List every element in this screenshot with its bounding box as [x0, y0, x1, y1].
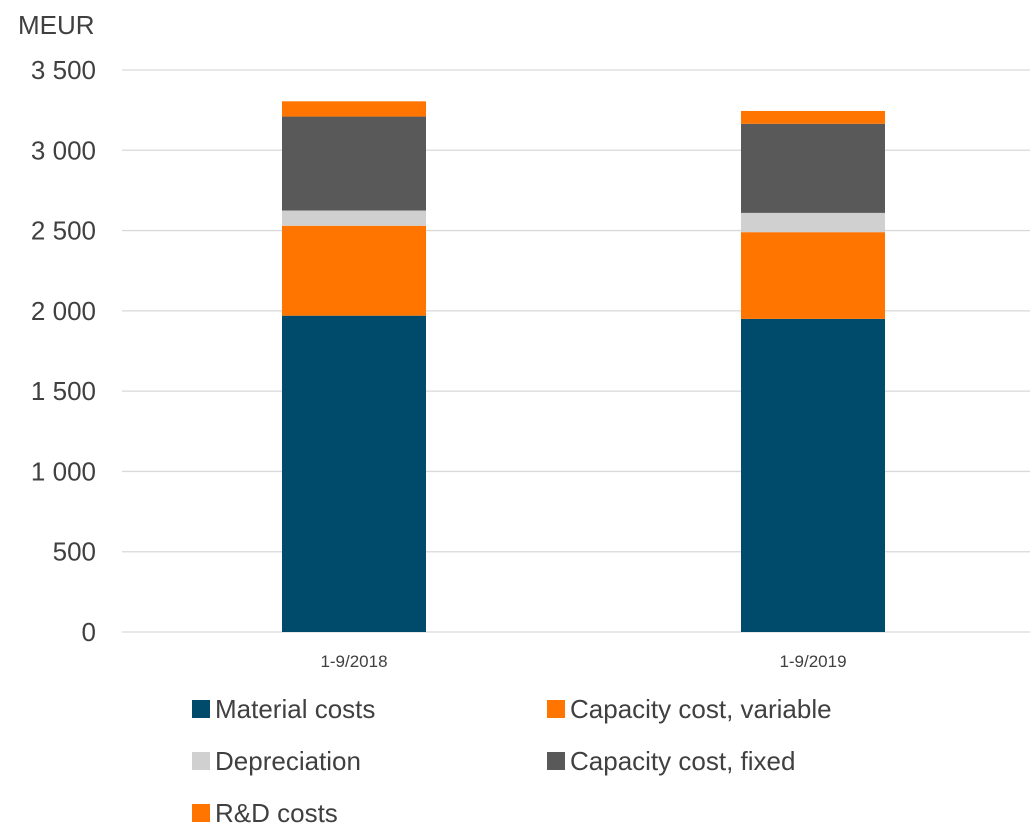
legend: Material costs Capacity cost, variable Dep…: [192, 694, 832, 828]
bar-segment-depreciation-2: [741, 212, 885, 233]
y-axis-ticks: 0 500 1 000 1 500 2 000 2 500 3 000 3 500: [31, 55, 96, 647]
y-tick-label: 1 500: [31, 376, 96, 406]
legend-swatch: [547, 700, 565, 718]
bar-segment-capacity-cost-variable-2: [741, 232, 885, 319]
bar-segment-capacity-cost-fixed-1: [282, 116, 426, 211]
bar-segment-capacity-cost-variable-1: [282, 225, 426, 316]
legend-label: Material costs: [215, 694, 375, 724]
bar-segment-depreciation-1: [282, 210, 426, 226]
y-tick-label: 1 000: [31, 456, 96, 486]
bar-segment-material-costs-1: [282, 315, 426, 632]
y-tick-label: 500: [53, 537, 96, 567]
legend-label: Depreciation: [215, 746, 361, 776]
legend-swatch: [547, 752, 565, 770]
legend-swatch: [192, 752, 210, 770]
x-tick-label: 1-9/2018: [320, 652, 387, 671]
y-tick-label: 0: [82, 617, 96, 647]
legend-swatch: [192, 700, 210, 718]
legend-swatch: [192, 804, 210, 822]
y-tick-label: 3 000: [31, 135, 96, 165]
bar-segment-r-d-costs-2: [741, 110, 885, 124]
bars: [282, 101, 885, 632]
x-tick-label: 1-9/2019: [779, 652, 846, 671]
y-tick-label: 2 000: [31, 296, 96, 326]
y-tick-label: 2 500: [31, 216, 96, 246]
bar-segment-r-d-costs-1: [282, 101, 426, 117]
bar-segment-material-costs-2: [741, 318, 885, 632]
bar-segment-capacity-cost-fixed-2: [741, 123, 885, 213]
gridlines: [122, 69, 1030, 633]
y-axis-unit-label: MEUR: [18, 10, 95, 40]
legend-label: Capacity cost, fixed: [570, 746, 795, 776]
y-tick-label: 3 500: [31, 55, 96, 85]
legend-label: R&D costs: [215, 798, 338, 828]
x-axis-ticks: 1-9/2018 1-9/2019: [320, 652, 846, 671]
legend-label: Capacity cost, variable: [570, 694, 832, 724]
